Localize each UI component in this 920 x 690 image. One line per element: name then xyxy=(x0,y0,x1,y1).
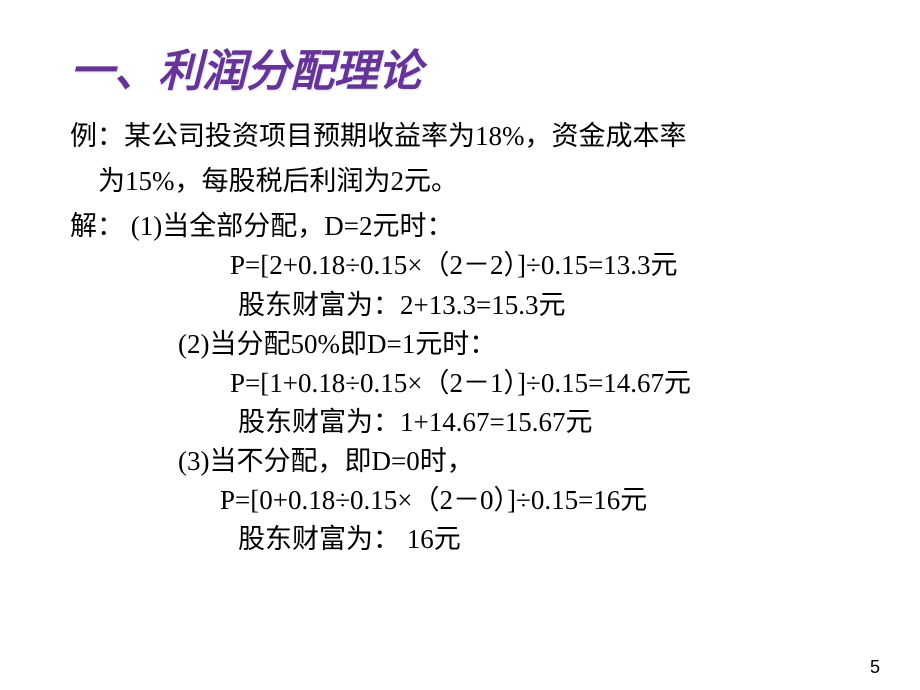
case3-header: (3)当不分配，即D=0时， xyxy=(70,442,850,481)
example-line-2: 为15%，每股税后利润为2元。 xyxy=(70,162,850,201)
case3-formula: P=[0+0.18÷0.15×（2－0）]÷0.15=16元 xyxy=(70,481,850,520)
slide-title: 一、利润分配理论 xyxy=(70,35,850,99)
case2-wealth: 股东财富为：1+14.67=15.67元 xyxy=(70,403,850,442)
example-line-1: 例：某公司投资项目预期收益率为18%，资金成本率 xyxy=(70,117,850,156)
case1-formula: P=[2+0.18÷0.15×（2－2）]÷0.15=13.3元 xyxy=(70,246,850,285)
case3-wealth: 股东财富为： 16元 xyxy=(70,520,850,559)
solution-row: 解： (1)当全部分配，D=2元时： xyxy=(70,207,850,246)
page-number: 5 xyxy=(870,657,880,678)
slide-container: 一、利润分配理论 例：某公司投资项目预期收益率为18%，资金成本率 为15%，每… xyxy=(0,0,920,560)
case2-formula: P=[1+0.18÷0.15×（2－1）]÷0.15=14.67元 xyxy=(70,364,850,403)
solution-prefix: 解： xyxy=(70,211,124,241)
case1-wealth: 股东财富为：2+13.3=15.3元 xyxy=(70,286,850,325)
case1-header: (1)当全部分配，D=2元时： xyxy=(131,211,454,241)
slide-content: 例：某公司投资项目预期收益率为18%，资金成本率 为15%，每股税后利润为2元。… xyxy=(70,117,850,560)
case2-header: (2)当分配50%即D=1元时： xyxy=(70,325,850,364)
